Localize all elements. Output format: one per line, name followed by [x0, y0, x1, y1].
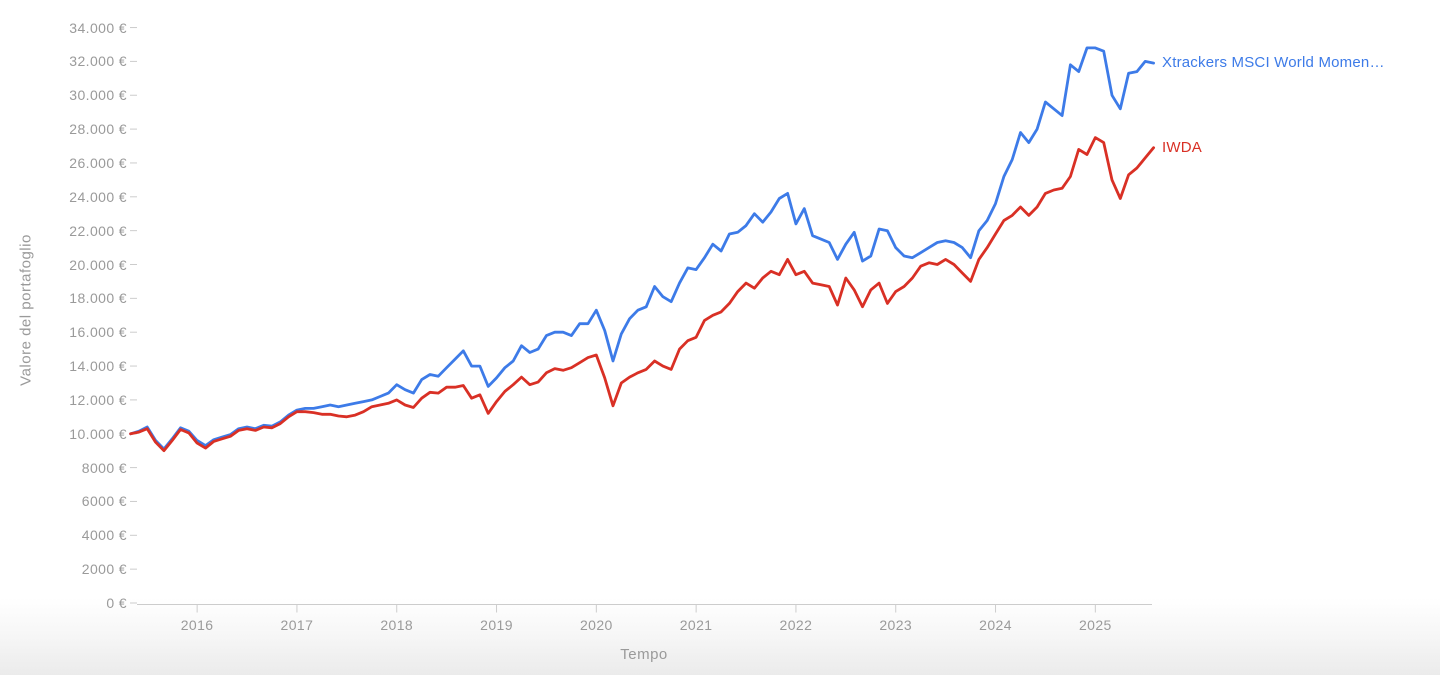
y-tick-label-24000: 24.000 € [69, 188, 127, 205]
y-tick-label-6000: 6000 € [81, 493, 127, 510]
x-tick-label-2019: 2019 [480, 617, 513, 633]
y-tick-label-32000: 32.000 € [69, 53, 127, 70]
x-tick-label-2016: 2016 [180, 617, 214, 633]
series-label-xtrackers-momentum: Xtrackers MSCI World Momen… [1162, 54, 1385, 72]
x-tick-label-2025: 2025 [1078, 617, 1112, 633]
y-tick-label-16000: 16.000 € [69, 324, 127, 341]
y-tick-label-20000: 20.000 € [69, 256, 127, 273]
series-line-iwda[interactable] [129, 136, 1155, 453]
y-tick-label-26000: 26.000 € [69, 154, 127, 171]
series-line-xtrackers-momentum[interactable] [129, 46, 1155, 451]
y-tick-label-0: 0 € [106, 595, 127, 611]
y-tick-label-18000: 18.000 € [69, 290, 127, 307]
y-tick-label-28000: 28.000 € [69, 121, 127, 138]
x-tick-label-2018: 2018 [380, 617, 414, 633]
x-tick-label-2021: 2021 [679, 617, 713, 633]
x-tick-label-2024: 2024 [979, 617, 1012, 633]
y-tick-label-8000: 8000 € [81, 459, 127, 476]
y-tick-label-14000: 14.000 € [69, 358, 127, 375]
x-tick-label-2020: 2020 [579, 617, 613, 633]
y-tick-label-34000: 34.000 € [69, 19, 127, 36]
y-tick-label-22000: 22.000 € [69, 222, 127, 239]
y-tick-label-10000: 10.000 € [69, 425, 127, 442]
y-tick-label-30000: 30.000 € [69, 87, 127, 104]
x-tick-label-2023: 2023 [879, 617, 913, 633]
x-tick-label-2017: 2017 [280, 617, 314, 633]
y-tick-label-2000: 2000 € [81, 561, 127, 578]
x-tick-label-2022: 2022 [779, 617, 813, 633]
x-axis-title: Tempo [620, 646, 668, 663]
y-tick-label-4000: 4000 € [81, 527, 127, 544]
y-tick-label-12000: 12.000 € [69, 391, 127, 408]
series-label-iwda: IWDA [1162, 138, 1202, 156]
